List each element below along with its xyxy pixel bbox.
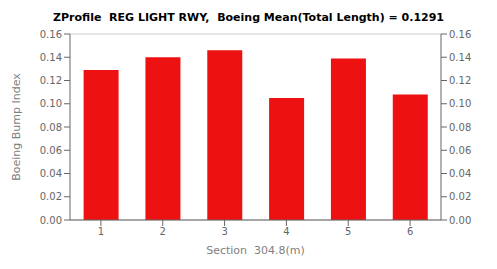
svg-text:0.16: 0.16: [449, 29, 471, 40]
svg-text:2: 2: [160, 226, 166, 237]
svg-text:1: 1: [98, 226, 104, 237]
svg-text:0.16: 0.16: [40, 29, 62, 40]
svg-text:0.12: 0.12: [449, 75, 471, 86]
svg-text:Boeing Bump Index: Boeing Bump Index: [10, 73, 23, 181]
svg-text:0.08: 0.08: [449, 122, 471, 133]
svg-text:0.08: 0.08: [40, 122, 62, 133]
svg-text:5: 5: [345, 226, 351, 237]
svg-text:Section 304.8(m): Section 304.8(m): [206, 244, 305, 257]
svg-text:0.04: 0.04: [449, 168, 471, 179]
svg-text:0.04: 0.04: [40, 168, 62, 179]
svg-text:0.10: 0.10: [40, 98, 62, 109]
svg-text:0.14: 0.14: [40, 52, 62, 63]
svg-text:6: 6: [407, 226, 413, 237]
svg-text:0.00: 0.00: [449, 215, 471, 226]
svg-text:0.14: 0.14: [449, 52, 471, 63]
svg-text:0.10: 0.10: [449, 98, 471, 109]
svg-text:0.06: 0.06: [449, 145, 471, 156]
svg-text:0.02: 0.02: [40, 191, 62, 202]
svg-text:0.06: 0.06: [40, 145, 62, 156]
svg-text:4: 4: [283, 226, 289, 237]
svg-text:0.12: 0.12: [40, 75, 62, 86]
svg-text:0.02: 0.02: [449, 191, 471, 202]
svg-text:0.00: 0.00: [40, 215, 62, 226]
svg-text:3: 3: [221, 226, 227, 237]
html-text:ZProfile REG LIGHT RWY, Boeing: ZProfile REG LIGHT RWY, Boeing Mean(Tota…: [53, 11, 444, 24]
